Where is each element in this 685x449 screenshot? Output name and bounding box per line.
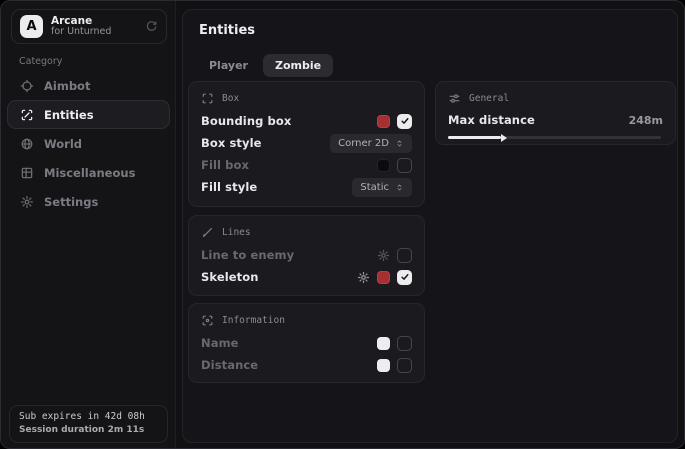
setting-label: Fill style [201,180,258,194]
panel-lines-header: Lines [201,223,412,241]
setting-row-box-style: Box style Corner 2D [201,132,412,154]
sidebar-item-aimbot[interactable]: Aimbot [7,71,170,100]
app-logo: A [20,15,43,38]
sidebar: A Arcane for Unturned Category Aimbot [1,1,176,448]
category-label: Category [19,56,63,67]
checkbox[interactable] [397,247,412,263]
panel-information: Information Name Distance [188,303,425,383]
panel-lines-title: Lines [222,226,251,238]
setting-label: Bounding box [201,114,292,128]
sidebar-item-world[interactable]: World [7,129,170,158]
sliders-icon [448,92,461,105]
panel-information-title: Information [222,314,285,326]
sidebar-item-label: Entities [44,107,94,122]
sidebar-item-label: Settings [44,194,99,209]
checkbox[interactable] [397,113,412,129]
setting-row-bounding-box: Bounding box [201,110,412,132]
slider-track[interactable] [448,136,661,139]
sidebar-nav: Aimbot Entities World Miscellaneous [7,71,170,216]
fill-style-dropdown[interactable]: Static [352,177,412,197]
tab-player[interactable]: Player [197,54,260,77]
slider-fill-and-thumb[interactable] [448,133,508,142]
brand-text: Arcane for Unturned [51,15,137,38]
page-title: Entities [199,23,256,38]
corners-icon [201,92,214,105]
setting-row-line-to-enemy: Line to enemy [201,244,412,266]
setting-row-skeleton: Skeleton [201,266,412,288]
crosshair-icon [20,79,34,93]
checkbox[interactable] [397,157,412,173]
sidebar-item-label: Miscellaneous [44,165,136,180]
sidebar-item-entities[interactable]: Entities [7,100,170,129]
checkbox[interactable] [397,357,412,373]
tab-bar: Player Zombie [197,54,334,77]
panel-general-header: General [448,89,663,107]
chevron-up-down-icon [395,183,404,192]
panel-box-header: Box [201,89,412,107]
color-swatch[interactable] [377,114,390,128]
row-settings-gear-icon[interactable] [377,249,390,262]
box-style-dropdown[interactable]: Corner 2D [330,133,412,153]
row-settings-gear-icon[interactable] [357,271,370,284]
checkbox[interactable] [397,335,412,351]
panel-box-title: Box [222,92,240,104]
globe-icon [20,137,34,151]
sub-expiry-text: Sub expires in 42d 08h [19,411,145,422]
pencil-line-icon [201,226,214,239]
setting-row-max-distance: Max distance 248m [448,110,663,130]
grid-icon [20,166,34,180]
entities-scan-icon [20,108,34,122]
setting-label: Skeleton [201,270,259,284]
setting-label: Distance [201,358,259,372]
gear-icon [20,195,34,209]
panel-information-header: Information [201,311,412,329]
brand-name: Arcane [51,15,93,27]
dropdown-value: Static [360,181,389,193]
session-duration-text: Session duration 2m 11s [19,425,145,435]
setting-label: Line to enemy [201,248,295,262]
setting-label: Name [201,336,239,350]
checkbox[interactable] [397,269,412,285]
max-distance-value: 248m [628,113,663,127]
tab-zombie[interactable]: Zombie [262,54,334,77]
sync-icon[interactable] [145,20,158,33]
main-panel: Entities Player Zombie Box Bounding box [182,9,678,443]
setting-label: Fill box [201,158,250,172]
setting-row-distance: Distance [201,354,412,376]
brand-subtitle: for Unturned [51,26,112,38]
brand-card[interactable]: A Arcane for Unturned [11,9,167,44]
panel-general-title: General [469,92,510,104]
color-swatch[interactable] [377,270,390,284]
setting-row-fill-style: Fill style Static [201,176,412,198]
sidebar-item-settings[interactable]: Settings [7,187,170,216]
sidebar-item-miscellaneous[interactable]: Miscellaneous [7,158,170,187]
setting-row-name: Name [201,332,412,354]
color-swatch[interactable] [377,358,390,372]
setting-row-fill-box: Fill box [201,154,412,176]
color-swatch[interactable] [377,336,390,350]
panel-box: Box Bounding box Box style Corner 2D [188,81,425,207]
sidebar-item-label: World [44,136,83,151]
logo-letter: A [26,19,37,34]
sidebar-item-label: Aimbot [44,78,91,93]
max-distance-slider[interactable] [448,131,663,143]
panel-general: General Max distance 248m [435,81,676,145]
setting-label: Max distance [448,113,535,127]
dropdown-value: Corner 2D [338,137,389,149]
setting-label: Box style [201,136,262,150]
subscription-card: Sub expires in 42d 08h Session duration … [9,405,168,443]
chevron-up-down-icon [395,139,404,148]
scan-dot-icon [201,314,214,327]
color-swatch[interactable] [377,158,390,172]
panel-lines: Lines Line to enemy Skeleton [188,215,425,296]
